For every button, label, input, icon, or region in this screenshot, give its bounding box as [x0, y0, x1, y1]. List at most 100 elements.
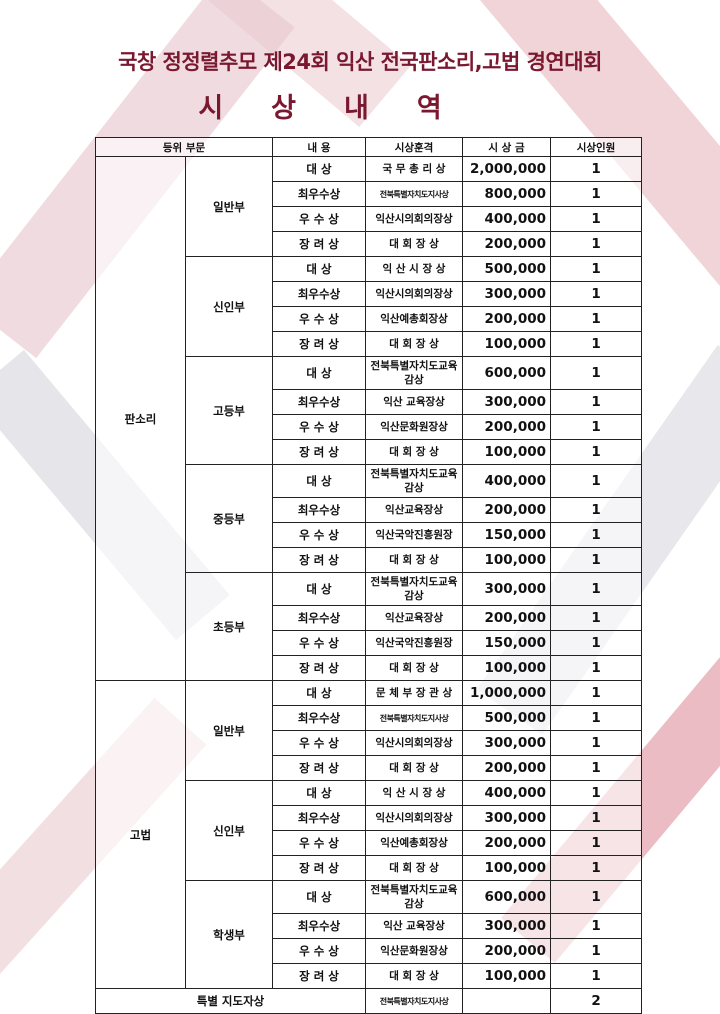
- prize-amount-cell: 100,000: [462, 439, 552, 465]
- award-name-cell: 우 수 상: [272, 414, 367, 440]
- award-name-cell: 최우수상: [272, 805, 367, 831]
- table-row: 우 수 상 익산시의회의장상 400,000 1: [96, 206, 643, 232]
- honor-cell: 대 회 장 상: [365, 231, 464, 257]
- recipient-count-cell: 1: [550, 306, 643, 332]
- honor-cell: 익산국악진흥원장: [365, 630, 464, 656]
- honor-cell: 문 체 부 장 관 상: [365, 680, 464, 706]
- prize-amount-cell: 200,000: [462, 414, 552, 440]
- recipient-count-cell: 1: [550, 730, 643, 756]
- division-cell: 학생부: [184, 880, 274, 989]
- honor-cell: 전북특별자치도교육감상: [365, 356, 464, 390]
- prize-amount-cell: 200,000: [462, 755, 552, 781]
- recipient-count-cell: 1: [550, 522, 643, 548]
- recipient-count-cell: 1: [550, 830, 643, 856]
- prize-amount-cell: 100,000: [462, 331, 552, 357]
- table-row: 우 수 상 익산시의회의장상 300,000 1: [96, 730, 643, 756]
- honor-cell: 익산 교육장상: [365, 389, 464, 415]
- prize-amount-cell: 100,000: [462, 855, 552, 881]
- table-row: 최우수상 익산교육장상 200,000 1: [96, 605, 643, 631]
- honor-cell: 대 회 장 상: [365, 439, 464, 465]
- award-name-cell: 대 상: [272, 356, 367, 390]
- category-cell: 판소리: [95, 156, 186, 681]
- honor-cell: 익산시의회의장상: [365, 281, 464, 307]
- honor-cell: 대 회 장 상: [365, 655, 464, 681]
- recipient-count-cell: 1: [550, 414, 643, 440]
- table-row: 고등부 대 상 전북특별자치도교육감상 600,000 1: [96, 356, 643, 465]
- table-row: 최우수상 전북특별자치도지사상 500,000 1: [96, 705, 643, 731]
- table-row: 우 수 상 익산국악진흥원장 150,000 1: [96, 522, 643, 548]
- recipient-count-cell: 1: [550, 630, 643, 656]
- recipient-count-cell: 1: [550, 913, 643, 939]
- honor-cell: 대 회 장 상: [365, 963, 464, 989]
- award-name-cell: 우 수 상: [272, 630, 367, 656]
- recipient-count-cell: 1: [550, 605, 643, 631]
- award-name-cell: 대 상: [272, 880, 367, 914]
- honor-cell: 전북특별자치도지사상: [365, 181, 464, 207]
- prize-amount-cell: 100,000: [462, 963, 552, 989]
- recipient-count-cell: 1: [550, 256, 643, 282]
- prize-amount-cell: 100,000: [462, 547, 552, 573]
- honor-cell: 익산시의회의장상: [365, 206, 464, 232]
- recipient-count-cell: 1: [550, 655, 643, 681]
- table-row: 초등부 대 상 전북특별자치도교육감상 300,000 1: [96, 572, 643, 681]
- award-name-cell: 최우수상: [272, 497, 367, 523]
- award-name-cell: 장 려 상: [272, 231, 367, 257]
- recipient-count-cell: 1: [550, 880, 643, 914]
- prize-amount-cell: 500,000: [462, 705, 552, 731]
- prize-amount-cell: 200,000: [462, 306, 552, 332]
- honor-cell: 대 회 장 상: [365, 331, 464, 357]
- prize-amount-cell: 300,000: [462, 805, 552, 831]
- honor-cell: 익 산 시 장 상: [365, 256, 464, 282]
- award-name-cell: 대 상: [272, 680, 367, 706]
- award-name-cell: 최우수상: [272, 181, 367, 207]
- division-cell: 신인부: [184, 256, 274, 357]
- honor-cell: 익 산 시 장 상: [365, 780, 464, 806]
- prize-amount-cell: 200,000: [462, 830, 552, 856]
- recipient-count-cell: 1: [550, 439, 643, 465]
- table-row: 최우수상 익산 교육장상 300,000 1: [96, 389, 643, 415]
- table-row: 우 수 상 익산문화원장상 200,000 1: [96, 414, 643, 440]
- honor-cell: 익산시의회의장상: [365, 730, 464, 756]
- division-cell: 일반부: [184, 680, 274, 781]
- award-name-cell: 장 려 상: [272, 755, 367, 781]
- award-name-cell: 우 수 상: [272, 522, 367, 548]
- column-header: 등위 부문: [94, 137, 274, 157]
- recipient-count-cell: 1: [550, 356, 643, 390]
- recipient-count-cell: 1: [550, 331, 643, 357]
- honor-cell: 익산교육장상: [365, 497, 464, 523]
- award-name-cell: 대 상: [272, 156, 367, 182]
- table-row: 최우수상 익산 교육장상 300,000 1: [96, 913, 643, 939]
- subtitle-char: 내: [344, 93, 369, 124]
- honor-cell: 대 회 장 상: [365, 855, 464, 881]
- award-name-cell: 대 상: [272, 780, 367, 806]
- award-name-cell: 최우수상: [272, 605, 367, 631]
- subtitle-char: 역: [416, 93, 442, 124]
- table-row: 우 수 상 익산예총회장상 200,000 1: [96, 830, 643, 856]
- recipient-count-cell: 1: [550, 755, 643, 781]
- table-row: 우 수 상 익산문화원장상 200,000 1: [96, 938, 643, 964]
- award-name-cell: 최우수상: [272, 281, 367, 307]
- award-name-cell: 장 려 상: [272, 963, 367, 989]
- award-name-cell: 최우수상: [272, 705, 367, 731]
- award-name-cell: 우 수 상: [272, 206, 367, 232]
- recipient-count-cell: 1: [550, 181, 643, 207]
- prize-amount-cell: 200,000: [462, 605, 552, 631]
- recipient-count-cell: 1: [550, 206, 643, 232]
- special-award-row: 특별 지도자상 전북특별자치도지사상 2: [94, 988, 643, 1014]
- document-title: 국창 정정렬추모 제24회 익산 전국판소리,고법 경연대회: [118, 50, 602, 74]
- column-header: 내 용: [272, 137, 367, 157]
- honor-cell: 익산예총회장상: [365, 830, 464, 856]
- category-cell: 고법: [95, 680, 186, 989]
- table-row: 최우수상 익산시의회의장상 300,000 1: [96, 281, 643, 307]
- award-name-cell: 최우수상: [272, 913, 367, 939]
- award-name-cell: 대 상: [272, 256, 367, 282]
- honor-cell: 익산국악진흥원장: [365, 522, 464, 548]
- honor-cell: 전북특별자치도교육감상: [365, 572, 464, 606]
- prize-amount-cell: 200,000: [462, 938, 552, 964]
- prize-amount-cell: 400,000: [462, 780, 552, 806]
